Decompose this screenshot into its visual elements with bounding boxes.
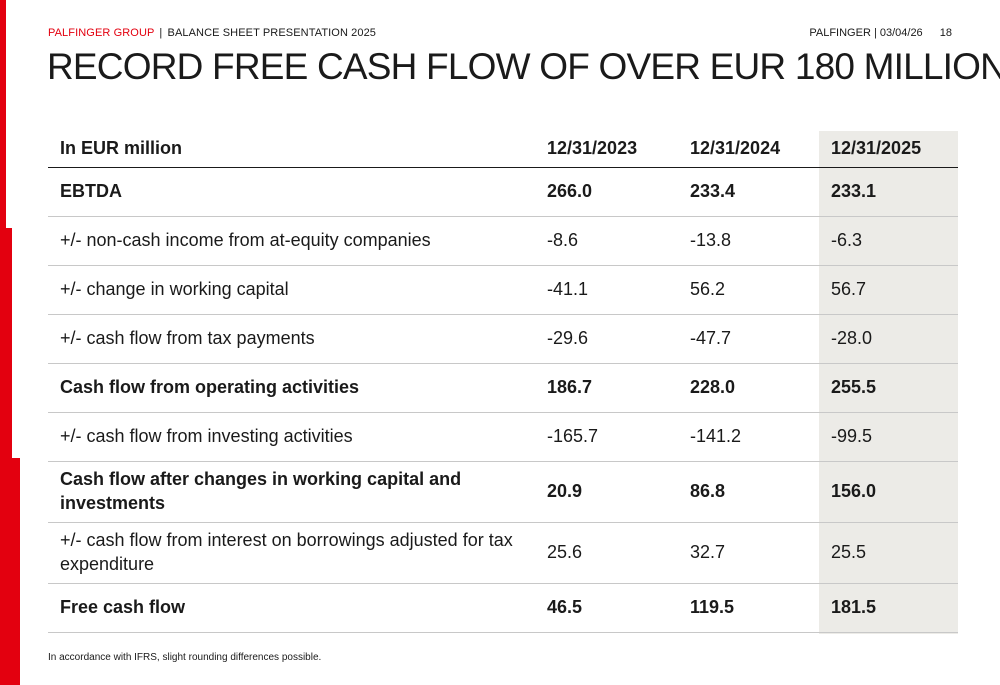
row-label: EBTDA <box>48 167 535 217</box>
value-2025: -99.5 <box>819 412 958 462</box>
value-2024: -47.7 <box>678 314 819 364</box>
page-title: RECORD FREE CASH FLOW OF OVER EUR 180 MI… <box>47 46 1000 87</box>
column-header-2024: 12/31/2024 <box>678 131 819 168</box>
header-left: PALFINGER GROUP | BALANCE SHEET PRESENTA… <box>48 27 376 39</box>
value-2023: 25.6 <box>535 522 678 584</box>
value-2024: 228.0 <box>678 363 819 413</box>
table-row: Free cash flow 46.5 119.5 181.5 <box>48 583 958 633</box>
value-2025: -28.0 <box>819 314 958 364</box>
value-2025: 25.5 <box>819 522 958 584</box>
row-label: Cash flow from operating activities <box>48 363 535 413</box>
column-header-label: In EUR million <box>48 131 535 168</box>
row-label: +/- non-cash income from at-equity compa… <box>48 216 535 266</box>
value-2025: 156.0 <box>819 461 958 523</box>
value-2025: 255.5 <box>819 363 958 413</box>
table-row: +/- cash flow from investing activities … <box>48 412 958 462</box>
footnote: In accordance with IFRS, slight rounding… <box>48 652 322 663</box>
value-2023: 266.0 <box>535 167 678 217</box>
row-label: +/- change in working capital <box>48 265 535 315</box>
header-right: PALFINGER | 03/04/26 18 <box>809 27 952 39</box>
header-brand: PALFINGER GROUP <box>48 27 155 39</box>
row-label: Free cash flow <box>48 583 535 633</box>
value-2023: 186.7 <box>535 363 678 413</box>
value-2023: -41.1 <box>535 265 678 315</box>
accent-bar-bottom <box>0 458 20 685</box>
table-row: +/- cash flow from interest on borrowing… <box>48 522 958 584</box>
row-label: +/- cash flow from interest on borrowing… <box>48 522 535 584</box>
value-2023: 20.9 <box>535 461 678 523</box>
table-row: +/- non-cash income from at-equity compa… <box>48 216 958 266</box>
value-2025: 233.1 <box>819 167 958 217</box>
table-row: +/- cash flow from tax payments -29.6 -4… <box>48 314 958 364</box>
column-header-2025: 12/31/2025 <box>819 131 958 168</box>
value-2024: -13.8 <box>678 216 819 266</box>
table-row: Cash flow from operating activities 186.… <box>48 363 958 413</box>
row-label: +/- cash flow from tax payments <box>48 314 535 364</box>
column-header-2023: 12/31/2023 <box>535 131 678 168</box>
accent-bar-middle <box>0 228 12 458</box>
table-row: Cash flow after changes in working capit… <box>48 461 958 523</box>
value-2024: 56.2 <box>678 265 819 315</box>
value-2023: -29.6 <box>535 314 678 364</box>
value-2025: 56.7 <box>819 265 958 315</box>
row-label: Cash flow after changes in working capit… <box>48 461 535 523</box>
header-subtitle: BALANCE SHEET PRESENTATION 2025 <box>167 27 377 39</box>
table-header-row: In EUR million 12/31/2023 12/31/2024 12/… <box>48 131 958 168</box>
value-2025: 181.5 <box>819 583 958 633</box>
value-2024: -141.2 <box>678 412 819 462</box>
header-separator: | <box>159 27 163 39</box>
value-2023: -8.6 <box>535 216 678 266</box>
table-row: EBTDA 266.0 233.4 233.1 <box>48 167 958 217</box>
table-row: +/- change in working capital -41.1 56.2… <box>48 265 958 315</box>
header-company-date: PALFINGER | 03/04/26 <box>809 27 923 39</box>
value-2023: 46.5 <box>535 583 678 633</box>
cash-flow-table: In EUR million 12/31/2023 12/31/2024 12/… <box>48 131 958 633</box>
value-2024: 233.4 <box>678 167 819 217</box>
page-number: 18 <box>939 27 952 39</box>
value-2024: 86.8 <box>678 461 819 523</box>
cash-flow-table-container: In EUR million 12/31/2023 12/31/2024 12/… <box>48 131 958 634</box>
row-label: +/- cash flow from investing activities <box>48 412 535 462</box>
value-2025: -6.3 <box>819 216 958 266</box>
value-2024: 119.5 <box>678 583 819 633</box>
value-2023: -165.7 <box>535 412 678 462</box>
value-2024: 32.7 <box>678 522 819 584</box>
accent-bar-top <box>0 0 6 228</box>
